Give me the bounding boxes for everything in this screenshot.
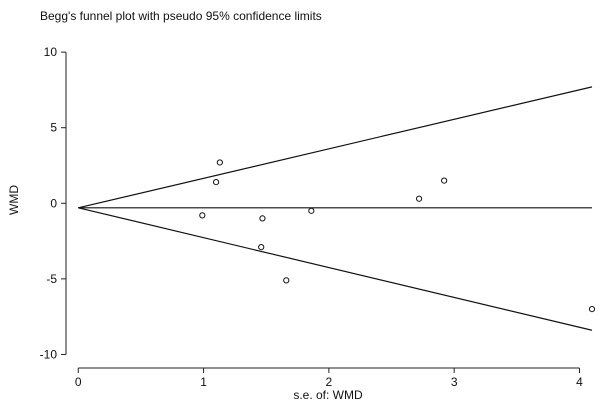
- study-point: [588, 305, 596, 313]
- study-point: [212, 179, 220, 186]
- x-tick-label: 3: [451, 375, 458, 389]
- lower-confidence-limit-line: [78, 207, 593, 331]
- x-tick-label: 1: [200, 375, 207, 389]
- study-point: [259, 215, 266, 222]
- x-axis-title: s.e. of: WMD: [293, 388, 363, 402]
- study-point: [441, 177, 448, 184]
- y-tick-label: -10: [40, 347, 58, 361]
- study-points: [199, 159, 596, 313]
- y-axis-title: WMD: [7, 185, 21, 215]
- study-point: [258, 244, 265, 251]
- x-tick-label: 0: [75, 375, 82, 389]
- study-point: [199, 212, 206, 219]
- y-tick-label: 10: [44, 45, 58, 59]
- y-tick-label: -5: [46, 272, 57, 286]
- y-tick-label: 0: [50, 196, 57, 210]
- study-point: [308, 207, 315, 214]
- y-tick-label: 5: [50, 121, 57, 135]
- study-point: [216, 159, 223, 166]
- x-axis-ticks: 0 1 2 3 4: [75, 368, 583, 389]
- x-tick-label: 2: [326, 375, 333, 389]
- chart-title: Begg's funnel plot with pseudo 95% confi…: [40, 9, 322, 23]
- study-point: [415, 195, 423, 202]
- y-axis-ticks: -10 -5 0 5 10: [40, 45, 66, 361]
- x-tick-label: 4: [576, 375, 583, 389]
- study-point: [283, 277, 290, 284]
- plot-area: -10 -5 0 5 10 0 1 2 3 4: [40, 45, 596, 389]
- upper-confidence-limit-line: [78, 86, 593, 209]
